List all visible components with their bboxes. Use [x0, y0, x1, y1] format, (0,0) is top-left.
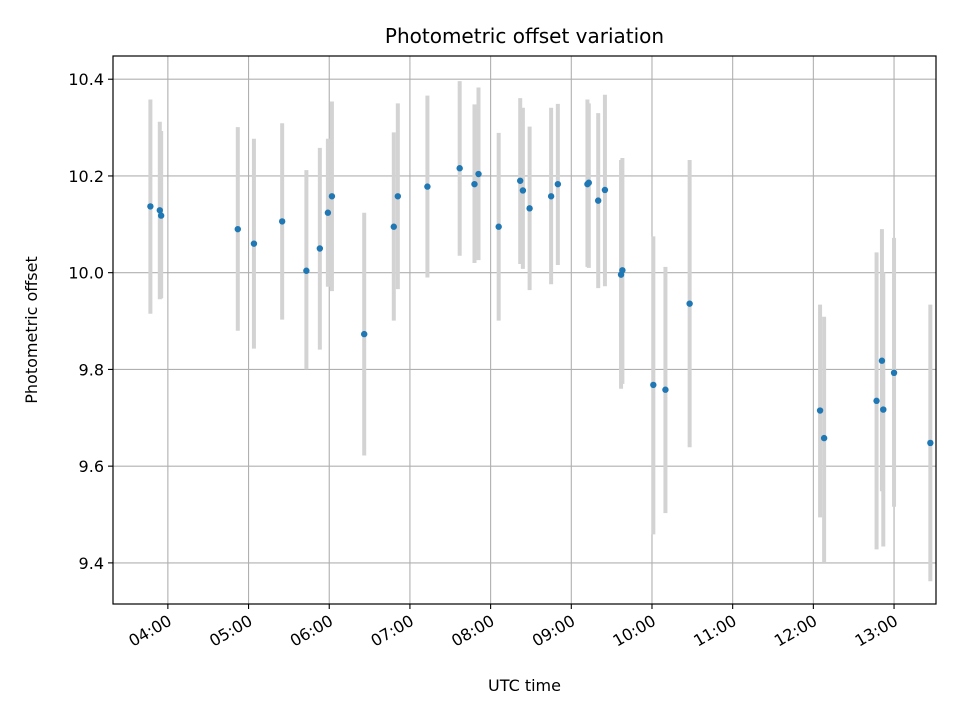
chart-title: Photometric offset variation: [385, 24, 664, 48]
data-point: [157, 212, 165, 219]
data-point: [316, 245, 324, 252]
data-point: [516, 177, 524, 184]
data-point: [156, 207, 163, 214]
y-tick-label: 9.8: [79, 360, 104, 379]
data-point: [471, 180, 478, 188]
data-point: [394, 193, 402, 200]
x-axis-label: UTC time: [488, 676, 561, 695]
data-point: [927, 439, 934, 447]
data-point: [890, 369, 898, 377]
data-point: [147, 203, 154, 210]
data-point: [662, 386, 669, 393]
y-tick-label: 9.6: [79, 457, 104, 476]
y-tick-label: 10.2: [68, 167, 104, 186]
y-axis: 9.4 9.6 9.8 10.0 10.2 10.4: [68, 70, 113, 573]
data-point: [424, 183, 431, 190]
y-tick-label: 9.4: [79, 554, 104, 573]
data-point: [475, 170, 482, 178]
data-point: [820, 434, 828, 442]
data-point: [250, 240, 258, 247]
data-point: [526, 205, 533, 212]
data-point: [873, 397, 880, 405]
data-point: [601, 186, 609, 194]
data-point: [390, 223, 397, 230]
plot-frame: [112, 55, 937, 605]
data-point: [519, 187, 527, 194]
data-point: [324, 209, 332, 216]
data-point: [234, 225, 241, 233]
data-point: [585, 179, 592, 186]
data-point: [278, 218, 286, 225]
data-point: [878, 357, 886, 364]
data-point: [361, 330, 368, 338]
data-point: [594, 197, 602, 204]
y-tick-label: 10.4: [68, 70, 104, 89]
data-point: [303, 267, 310, 274]
data-point: [547, 193, 555, 200]
data-point: [686, 300, 693, 307]
data-points: [147, 165, 934, 447]
data-point: [619, 267, 626, 274]
data-point: [554, 180, 562, 188]
y-tick-label: 10.0: [68, 264, 104, 283]
y-axis-label: Photometric offset: [22, 256, 41, 404]
data-point: [495, 223, 502, 230]
data-point: [880, 406, 887, 413]
data-point: [816, 407, 824, 414]
data-point: [650, 381, 657, 389]
data-point: [328, 193, 336, 200]
data-point: [456, 165, 463, 172]
